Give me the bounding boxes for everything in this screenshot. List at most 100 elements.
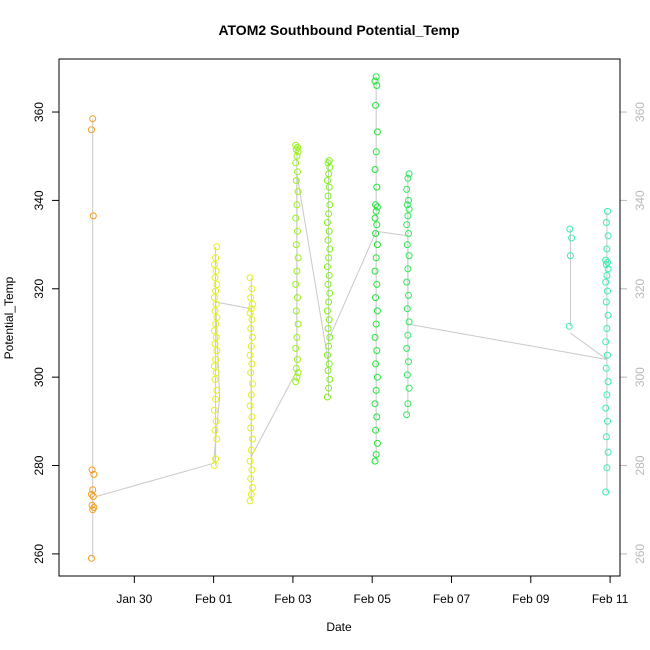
data-point	[246, 351, 254, 359]
data-point	[405, 358, 412, 366]
data-point	[211, 375, 219, 383]
data-point	[247, 490, 255, 498]
data-point	[405, 230, 412, 237]
data-point	[89, 486, 97, 494]
data-point	[604, 417, 611, 425]
data-point	[372, 360, 380, 368]
data-point	[602, 488, 610, 496]
data-point	[294, 188, 302, 196]
data-point	[324, 192, 332, 200]
data-point	[323, 351, 331, 359]
x-tick-label: Feb 07	[433, 592, 471, 606]
data-point	[603, 325, 611, 332]
data-point	[373, 347, 381, 355]
right-y-tick-label: 260	[633, 544, 647, 564]
data-point	[292, 177, 300, 184]
data-point	[248, 360, 256, 368]
data-point	[602, 338, 610, 346]
data-point	[565, 322, 573, 330]
data-point	[371, 77, 379, 85]
data-point	[325, 254, 333, 262]
data-point	[211, 307, 219, 315]
right-y-tick-label: 300	[633, 367, 647, 387]
data-point	[372, 294, 380, 302]
data-point	[249, 300, 256, 308]
data-point	[325, 272, 333, 279]
data-point	[294, 143, 301, 151]
x-tick-label: Feb 09	[512, 592, 550, 606]
data-point	[604, 207, 611, 215]
data-point	[89, 115, 97, 123]
data-point	[405, 318, 413, 326]
data-point	[326, 289, 334, 297]
data-point	[324, 236, 332, 244]
plot-frame	[58, 58, 621, 577]
data-point	[604, 311, 612, 319]
x-tick-label: Jan 30	[116, 592, 152, 606]
data-point	[293, 201, 301, 209]
data-point	[372, 101, 380, 109]
data-point	[90, 504, 98, 511]
data-point	[566, 225, 574, 233]
data-point	[373, 82, 381, 89]
data-point	[325, 298, 333, 306]
data-point	[249, 380, 256, 388]
y-tick-label: 360	[32, 102, 46, 122]
data-point	[602, 404, 610, 412]
data-point	[294, 168, 301, 176]
data-point	[211, 340, 219, 348]
data-point	[292, 364, 300, 372]
data-point	[372, 320, 380, 328]
data-point	[292, 378, 300, 386]
data-point	[372, 230, 380, 237]
data-point	[248, 413, 256, 421]
data-point	[90, 470, 98, 478]
data-point	[405, 384, 413, 392]
data-point	[371, 333, 379, 341]
data-point	[292, 344, 300, 352]
data-point	[604, 448, 612, 456]
data-point	[372, 207, 380, 215]
data-point	[325, 384, 333, 392]
data-points	[88, 73, 612, 562]
data-point	[373, 373, 381, 381]
data-point	[404, 265, 412, 273]
data-point	[325, 227, 333, 235]
data-point	[210, 294, 218, 302]
data-point	[405, 205, 413, 213]
data-point	[325, 170, 333, 178]
data-point	[602, 433, 610, 441]
data-point	[325, 210, 333, 218]
data-point	[246, 402, 254, 410]
data-point	[246, 309, 254, 317]
data-point	[403, 241, 411, 249]
y-tick-label: 260	[32, 544, 46, 564]
data-point	[372, 254, 380, 262]
data-point	[89, 493, 97, 500]
data-point	[405, 196, 412, 204]
data-point	[292, 141, 300, 149]
y-tick-label: 320	[32, 278, 46, 298]
data-point	[372, 426, 380, 434]
data-point	[372, 73, 380, 81]
right-y-tick-label: 360	[633, 102, 647, 122]
data-point	[604, 351, 611, 359]
data-point	[604, 265, 612, 273]
data-point	[602, 219, 610, 226]
data-point	[371, 166, 379, 173]
data-point	[294, 254, 302, 262]
data-point	[292, 159, 300, 167]
data-point	[373, 280, 381, 288]
data-point	[213, 386, 221, 394]
data-point	[292, 214, 300, 222]
data-point	[248, 316, 256, 324]
data-point	[247, 305, 255, 313]
data-point	[211, 274, 219, 282]
data-point	[403, 221, 411, 229]
x-tick-label: Feb 05	[354, 592, 392, 606]
data-point	[373, 439, 381, 447]
x-tick-label: Feb 03	[274, 592, 312, 606]
data-point	[373, 241, 381, 249]
data-point	[603, 272, 611, 279]
data-point	[325, 183, 333, 191]
